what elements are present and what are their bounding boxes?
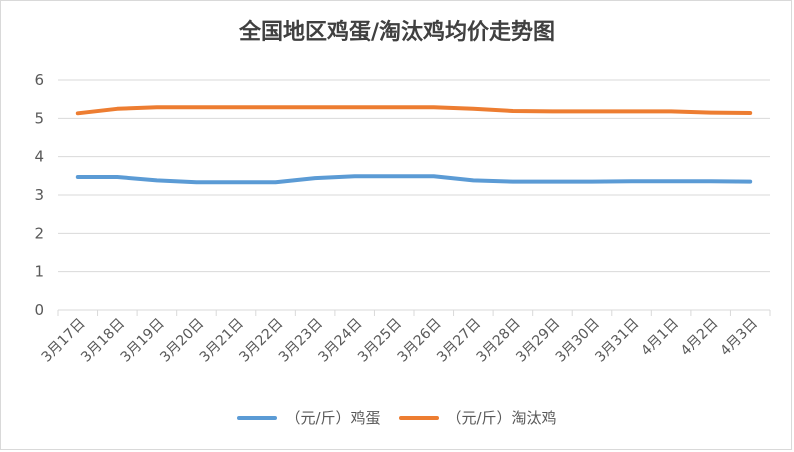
y-tick-label: 2 xyxy=(34,224,44,242)
y-tick-label: 6 xyxy=(34,71,44,89)
y-tick-label: 1 xyxy=(34,263,44,281)
legend-swatch-hen xyxy=(398,415,439,420)
x-tick-label: 4月1日 xyxy=(638,316,682,360)
x-tick-label: 3月31日 xyxy=(592,316,642,366)
y-tick-label: 0 xyxy=(34,301,44,319)
legend-label-hen: （元/斤）淘汰鸡 xyxy=(446,409,557,427)
legend-item-egg: （元/斤）鸡蛋 xyxy=(237,407,381,428)
y-tick-label: 3 xyxy=(34,186,44,204)
series-line-0 xyxy=(75,174,753,185)
series-line-1 xyxy=(75,105,753,116)
legend-item-hen: （元/斤）淘汰鸡 xyxy=(398,407,557,428)
y-tick-label: 5 xyxy=(34,109,44,127)
y-tick-label: 4 xyxy=(34,148,44,166)
x-tick-label: 4月3日 xyxy=(717,316,761,360)
legend-swatch-egg xyxy=(237,415,278,420)
x-tick-label: 4月2日 xyxy=(678,316,722,360)
legend: （元/斤）鸡蛋 （元/斤）淘汰鸡 xyxy=(0,407,794,428)
legend-label-egg: （元/斤）鸡蛋 xyxy=(285,409,381,427)
chart-title: 全国地区鸡蛋/淘汰鸡均价走势图 xyxy=(238,20,556,45)
